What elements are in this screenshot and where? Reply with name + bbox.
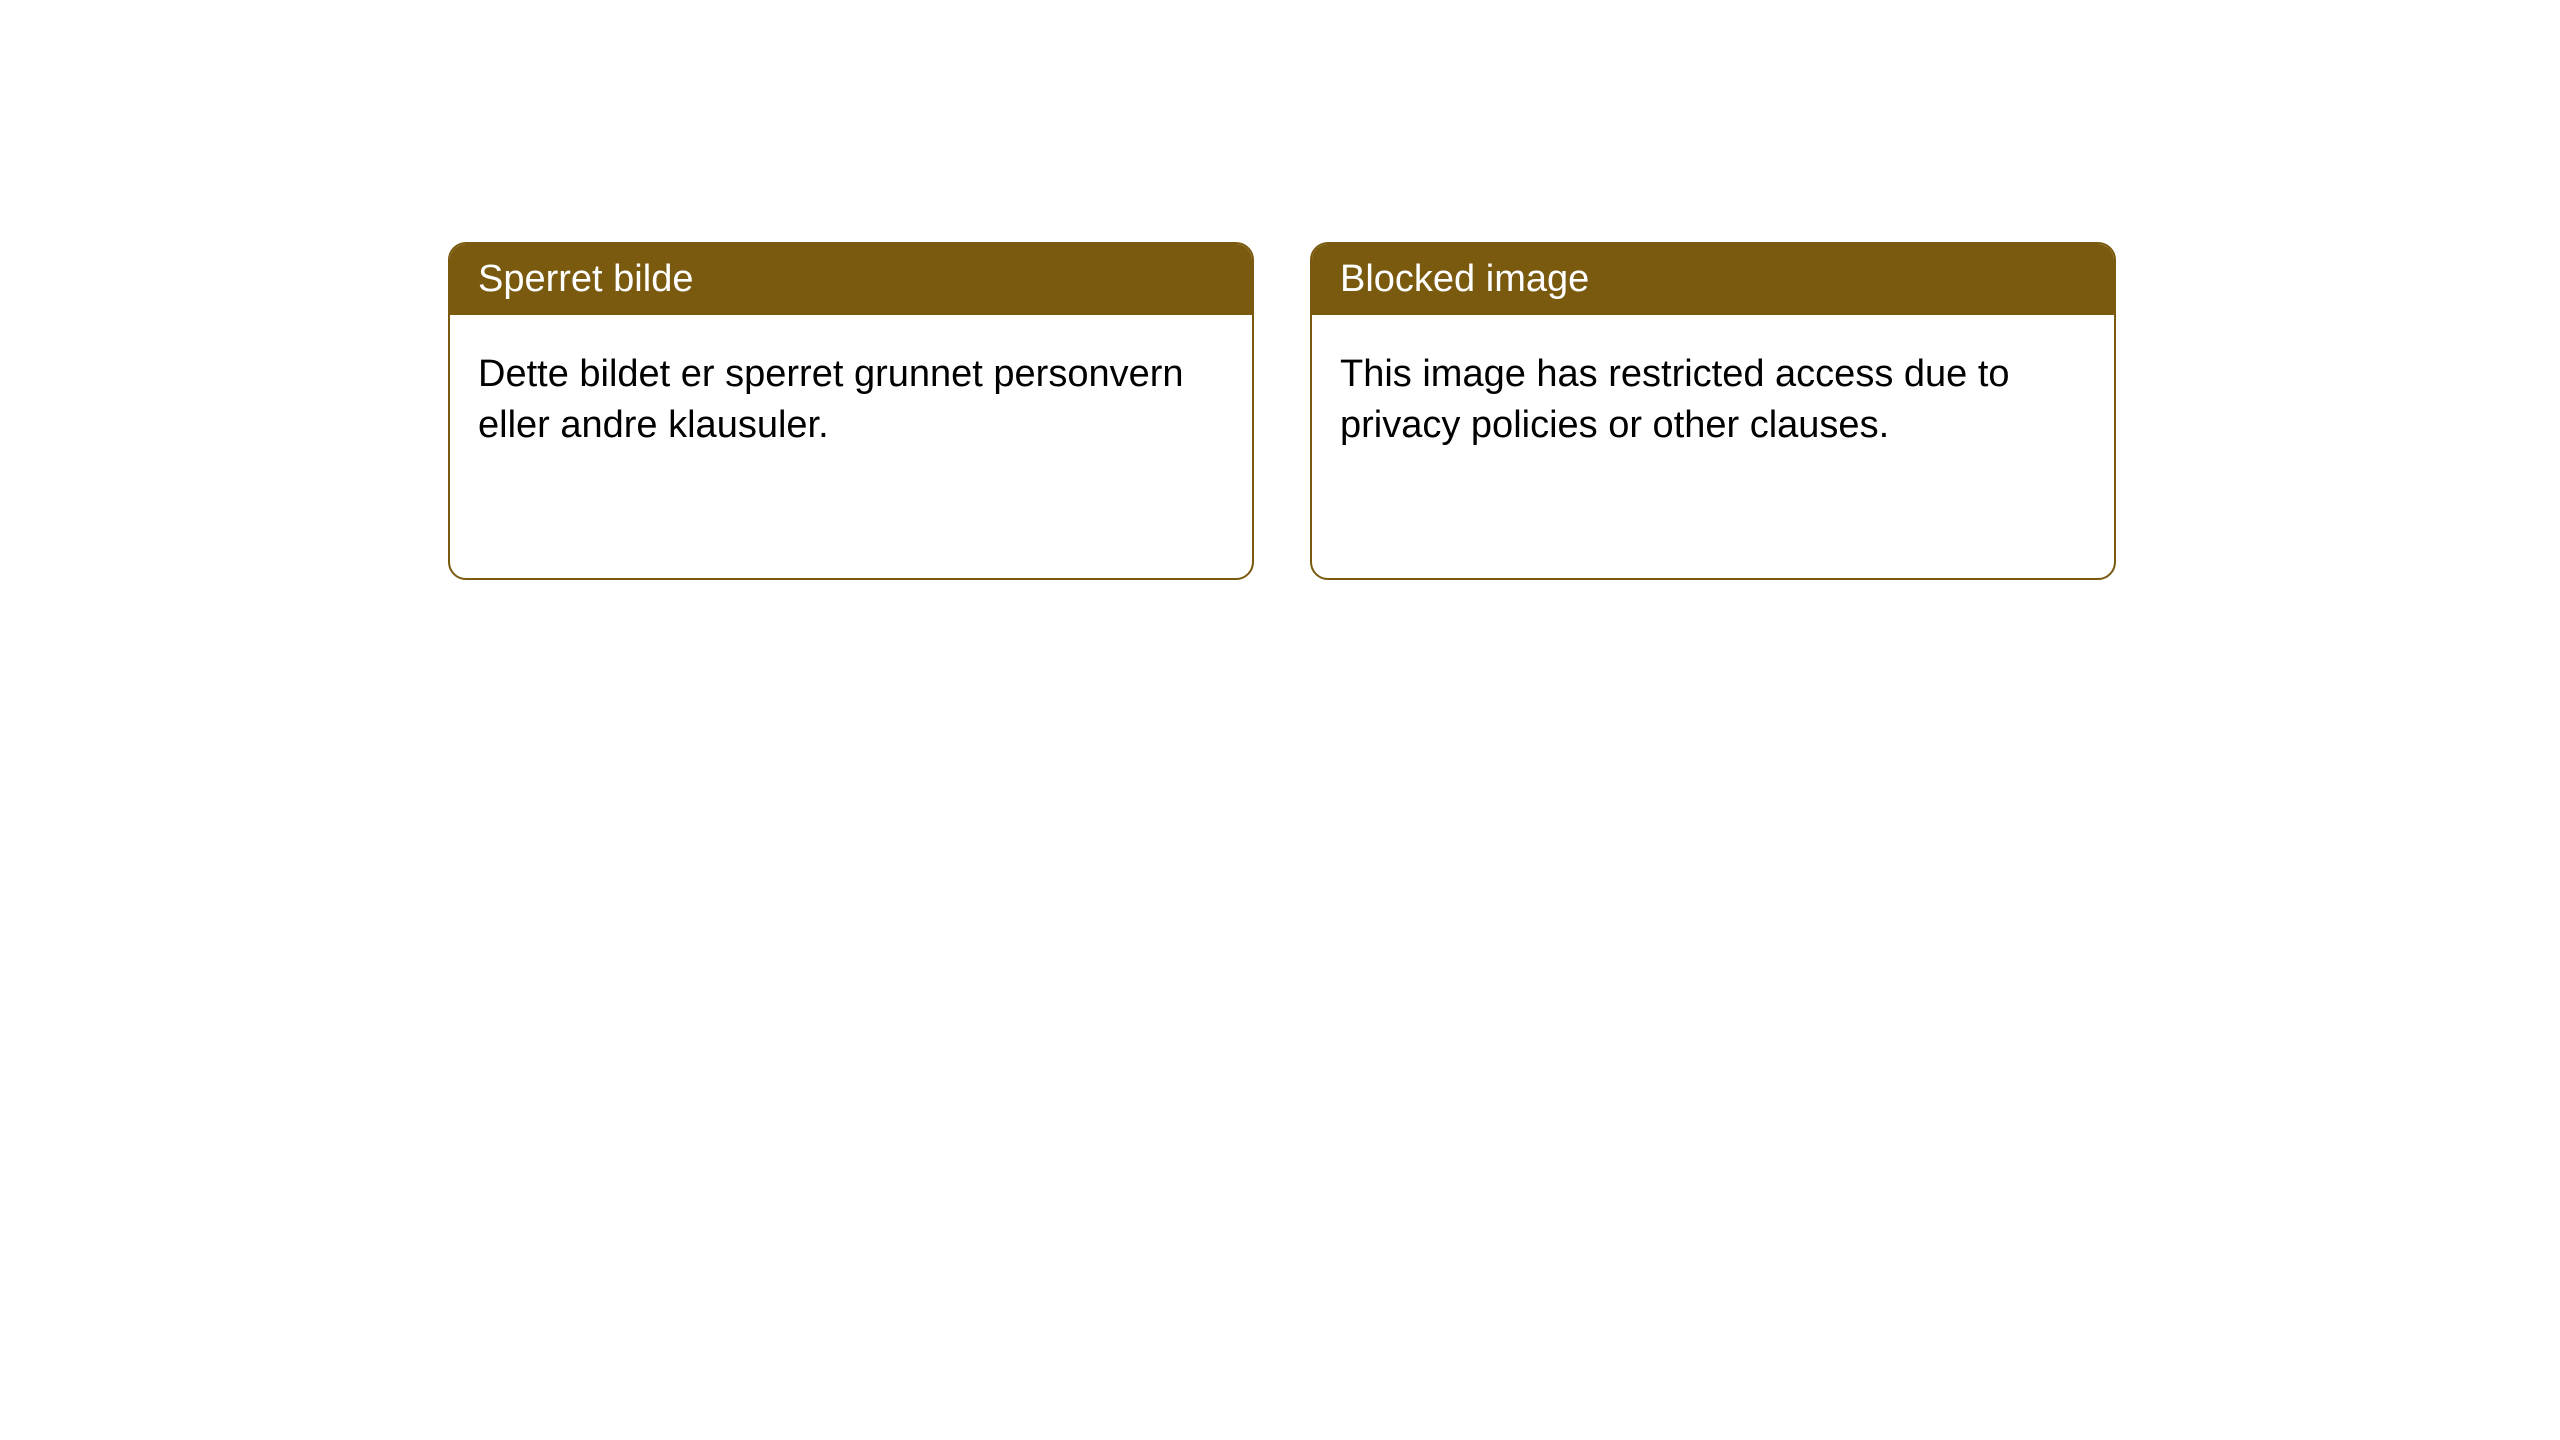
notice-card-norwegian: Sperret bilde Dette bildet er sperret gr…	[448, 242, 1254, 580]
notice-title-norwegian: Sperret bilde	[450, 244, 1252, 315]
notice-title-english: Blocked image	[1312, 244, 2114, 315]
notice-container: Sperret bilde Dette bildet er sperret gr…	[0, 0, 2560, 580]
notice-body-english: This image has restricted access due to …	[1312, 315, 2114, 486]
notice-card-english: Blocked image This image has restricted …	[1310, 242, 2116, 580]
notice-body-norwegian: Dette bildet er sperret grunnet personve…	[450, 315, 1252, 486]
